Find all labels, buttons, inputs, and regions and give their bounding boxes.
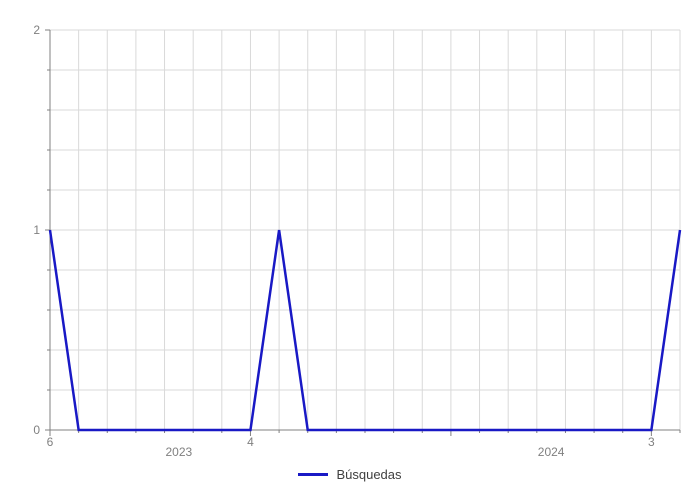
svg-text:3: 3: [648, 435, 655, 449]
svg-text:4: 4: [247, 435, 254, 449]
line-chart: 0 1 2 6 4 3 2023 2024: [0, 0, 700, 460]
svg-text:2023: 2023: [166, 445, 193, 459]
svg-text:2024: 2024: [538, 445, 565, 459]
legend-swatch: [298, 473, 328, 476]
legend-item-busquedas: Búsquedas: [298, 467, 401, 482]
legend-label: Búsquedas: [336, 467, 401, 482]
svg-text:1: 1: [33, 223, 40, 237]
chart-legend: Búsquedas: [0, 464, 700, 482]
svg-text:6: 6: [47, 435, 54, 449]
svg-text:0: 0: [33, 423, 40, 437]
svg-text:2: 2: [33, 23, 40, 37]
